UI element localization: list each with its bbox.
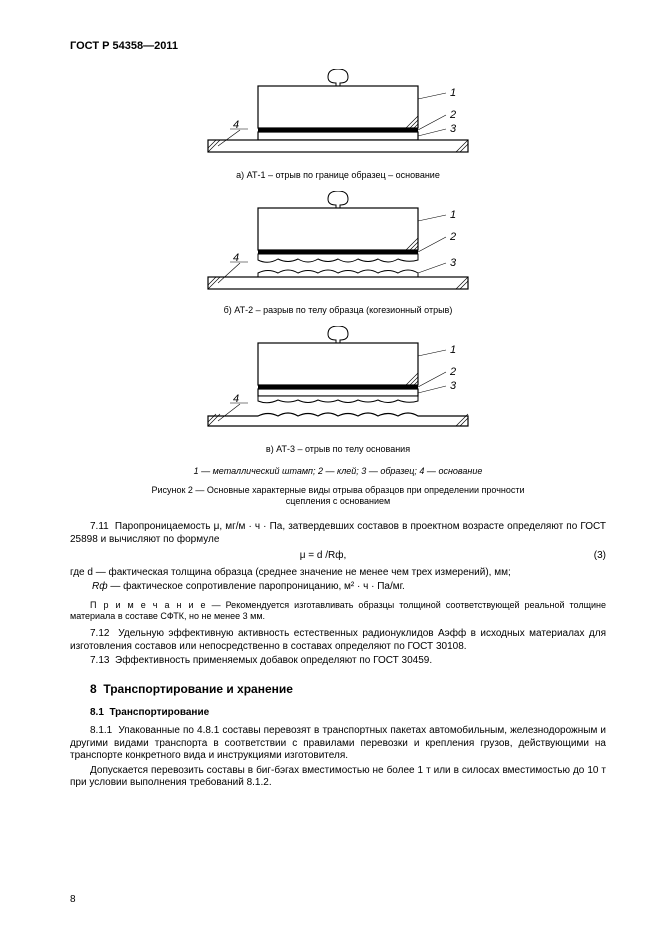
where-r: Rф — фактическое сопротивление паропрони…	[70, 581, 606, 594]
para-7-11: 7.11 Паропроницаемость μ, мг/м · ч · Па,…	[70, 521, 606, 546]
section-8-title: 8 Транспортирование и хранение	[90, 682, 606, 697]
svg-text:2: 2	[449, 109, 456, 121]
svg-text:1: 1	[450, 344, 456, 356]
svg-text:2: 2	[449, 231, 456, 243]
caption-a: а) АТ-1 – отрыв по границе образец – осн…	[70, 170, 606, 181]
diagram-b: 1 2 3 4	[188, 191, 488, 299]
svg-text:3: 3	[450, 123, 457, 135]
formula-3: μ = d /Rф, (3)	[70, 550, 606, 563]
formula-number: (3)	[576, 550, 606, 563]
caption-b: б) АТ-2 – разрыв по телу образца (когези…	[70, 305, 606, 316]
figure-a: 1 2 3 4	[70, 69, 606, 164]
svg-text:2: 2	[449, 366, 456, 378]
diagram-c: 1 2 3 4	[188, 326, 488, 438]
figure-caption: Рисунок 2 — Основные характерные виды от…	[70, 485, 606, 508]
para-8-1-1b: Допускается перевозить составы в биг-бэг…	[70, 765, 606, 790]
figure-b: 1 2 3 4	[70, 191, 606, 299]
section-8-1-title: 8.1 Транспортирование	[90, 707, 606, 720]
figure-legend: 1 — металлический штамп; 2 — клей; 3 — о…	[70, 466, 606, 477]
svg-text:1: 1	[450, 209, 456, 221]
figure-c: 1 2 3 4	[70, 326, 606, 438]
page-number: 8	[70, 894, 76, 907]
diagram-a: 1 2 3 4	[188, 69, 488, 164]
caption-c: в) АТ-3 – отрыв по телу основания	[70, 444, 606, 455]
para-7-12: 7.12 Удельную эффективную активность ест…	[70, 628, 606, 653]
para-8-1-1: 8.1.1 Упакованные по 4.8.1 составы перев…	[70, 725, 606, 763]
doc-header: ГОСТ Р 54358—2011	[70, 40, 606, 54]
formula-text: μ = d /Rф,	[300, 550, 347, 561]
note: П р и м е ч а н и е — Рекомендуется изго…	[70, 600, 606, 623]
para-7-13: 7.13 Эффективность применяемых добавок о…	[70, 655, 606, 668]
svg-text:3: 3	[450, 380, 457, 392]
svg-text:1: 1	[450, 87, 456, 99]
svg-text:3: 3	[450, 257, 457, 269]
where-d: где d — фактическая толщина образца (сре…	[70, 567, 606, 580]
